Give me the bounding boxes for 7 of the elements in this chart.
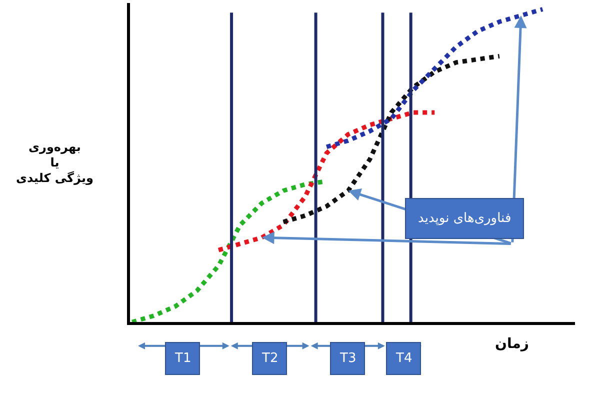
text: T3 (339, 351, 356, 366)
y-axis-title: بهره‌وری یا ویژگی کلیدی (16, 140, 94, 186)
text: T1 (174, 351, 192, 366)
text: T2 (261, 351, 278, 366)
x-axis-title: زمان (495, 336, 529, 352)
text: T4 (395, 351, 412, 366)
annotation: فناوری‌های نوپدید (418, 211, 512, 226)
